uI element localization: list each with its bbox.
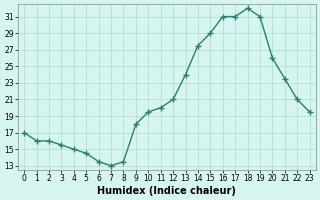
X-axis label: Humidex (Indice chaleur): Humidex (Indice chaleur): [98, 186, 236, 196]
